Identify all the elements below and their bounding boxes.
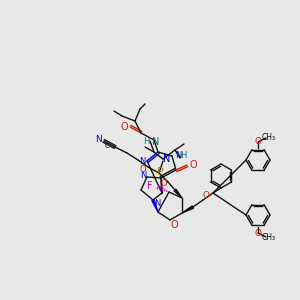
Text: O: O [120,122,128,132]
Text: N: N [152,137,160,147]
Text: C: C [105,143,110,149]
Polygon shape [152,200,158,212]
Text: O: O [161,179,167,188]
Polygon shape [174,189,182,198]
Text: CH₃: CH₃ [262,134,276,142]
Polygon shape [182,206,194,213]
Text: N: N [139,158,145,166]
Text: P: P [157,167,164,177]
Text: N: N [140,172,146,181]
Text: CH₃: CH₃ [262,232,276,242]
Text: O: O [170,220,178,230]
Text: N: N [175,151,181,160]
Text: O: O [202,190,209,200]
Text: H: H [143,137,149,146]
Text: N: N [154,199,160,208]
Text: O: O [189,160,197,170]
Text: O: O [140,166,146,175]
Text: O: O [254,137,262,146]
Text: F: F [147,181,153,191]
Text: N: N [163,154,171,164]
Text: O: O [254,229,262,238]
Text: H: H [180,151,186,160]
Text: N: N [96,136,102,145]
